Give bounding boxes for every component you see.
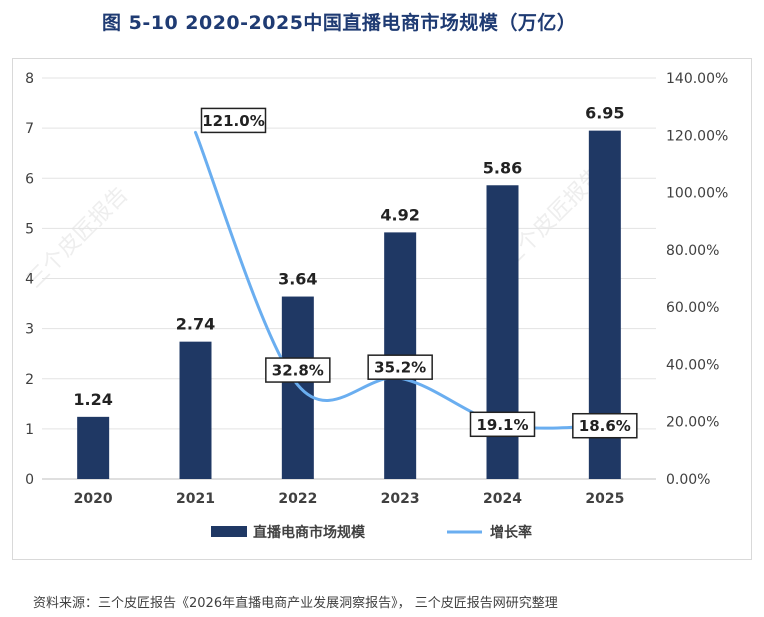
y-left-tick-label: 2 bbox=[25, 372, 34, 388]
legend-bar-label: 直播电商市场规模 bbox=[253, 524, 366, 541]
growth-label: 32.8% bbox=[272, 362, 324, 380]
y-left-tick-label: 0 bbox=[25, 472, 34, 488]
bar bbox=[281, 296, 314, 479]
y-left-tick-label: 1 bbox=[25, 422, 34, 438]
chart-title: 图 5-10 2020-2025中国直播电商市场规模（万亿） bbox=[102, 12, 577, 34]
source-note: 资料来源：三个皮匠报告《2026年直播电商产业发展洞察报告》， 三个皮匠报告网研… bbox=[33, 596, 558, 611]
bar bbox=[179, 341, 212, 479]
y-left-tick-label: 3 bbox=[25, 322, 34, 338]
bar-value-label: 3.64 bbox=[278, 270, 317, 289]
y-left-tick-label: 8 bbox=[25, 71, 34, 87]
growth-label: 19.1% bbox=[476, 416, 528, 434]
y-right-tick-label: 100.00% bbox=[666, 186, 728, 202]
x-tick-label: 2020 bbox=[74, 491, 113, 507]
y-right-tick-label: 140.00% bbox=[666, 71, 728, 87]
x-tick-label: 2023 bbox=[381, 491, 420, 507]
chart-frame bbox=[12, 58, 752, 560]
y-right-tick-label: 60.00% bbox=[666, 300, 719, 316]
x-tick-label: 2022 bbox=[278, 491, 317, 507]
y-right-tick-label: 80.00% bbox=[666, 243, 719, 259]
y-right-tick-label: 120.00% bbox=[666, 128, 728, 144]
y-left-tick-label: 4 bbox=[25, 272, 34, 288]
growth-label-box bbox=[572, 412, 638, 439]
bar-value-label: 5.86 bbox=[483, 158, 522, 177]
bar-value-label: 2.74 bbox=[176, 315, 215, 334]
growth-label-box bbox=[265, 357, 331, 383]
legend-bar-swatch bbox=[211, 526, 247, 537]
x-tick-label: 2025 bbox=[585, 491, 624, 507]
y-right-tick-label: 40.00% bbox=[666, 357, 719, 373]
x-tick-label: 2021 bbox=[176, 491, 215, 507]
bar-value-label: 6.95 bbox=[585, 104, 624, 123]
legend-line-label: 增长率 bbox=[490, 524, 532, 541]
growth-label: 18.6% bbox=[579, 417, 631, 435]
y-right-tick-label: 0.00% bbox=[666, 472, 710, 488]
bar bbox=[77, 416, 110, 479]
growth-label-box bbox=[200, 107, 267, 134]
bar-value-label: 4.92 bbox=[380, 205, 419, 224]
y-left-tick-label: 7 bbox=[25, 121, 34, 137]
growth-label-box bbox=[469, 411, 536, 438]
bar-value-label: 1.24 bbox=[73, 390, 112, 409]
y-right-tick-label: 20.00% bbox=[666, 415, 719, 431]
growth-label: 121.0% bbox=[202, 112, 264, 130]
growth-label-box bbox=[367, 354, 433, 380]
growth-label: 35.2% bbox=[374, 359, 426, 377]
y-left-tick-label: 6 bbox=[25, 171, 34, 187]
x-tick-label: 2024 bbox=[483, 491, 522, 507]
y-left-tick-label: 5 bbox=[25, 221, 34, 237]
